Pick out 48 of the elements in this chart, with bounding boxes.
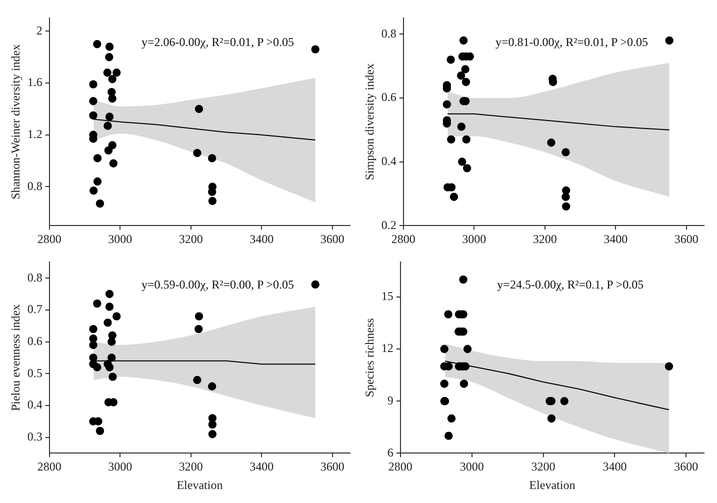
x-tick-label: 2800 [37, 460, 62, 474]
y-tick-label: 0.8 [381, 26, 396, 40]
y-tick-label: 12 [381, 341, 394, 356]
y-tick-label: 2 [36, 23, 42, 38]
x-tick-label: 3200 [531, 460, 556, 474]
y-tick-label: 1.2 [27, 127, 42, 142]
x-tick-label: 3200 [178, 460, 203, 474]
y-tick-label: 9 [387, 393, 394, 408]
x-axis-title: Elevation [529, 478, 576, 492]
y-tick-label: 0.7 [27, 302, 42, 316]
x-tick-label: 3600 [320, 460, 344, 474]
x-tick-label: 3000 [108, 232, 132, 246]
x-axis-title: Elevation [176, 478, 223, 492]
x-tick-label: 3400 [250, 460, 274, 474]
y-tick-label: 0.8 [27, 178, 42, 193]
x-tick-label: 3000 [462, 232, 486, 246]
y-tick-label: 0.2 [381, 218, 396, 232]
x-tick-label: 3600 [674, 232, 698, 246]
y-axis-title: Shannon-Weiner diversity index [8, 44, 22, 200]
x-tick-label: 3000 [108, 460, 132, 474]
x-tick-label: 3400 [604, 232, 628, 246]
annotation: y=2.06-0.00χ, R²=0.01, P >0.05 [142, 35, 294, 50]
annotation: y=24.5-0.00χ, R²=0.1, P >0.05 [497, 277, 644, 292]
x-tick-label: 3200 [178, 232, 203, 246]
y-tick-label: 6 [387, 445, 394, 460]
x-tick-label: 2800 [388, 460, 412, 474]
x-tick-label: 3000 [460, 460, 484, 474]
annotation: y=0.81-0.00χ, R²=0.01, P >0.05 [496, 35, 648, 50]
x-tick-label: 2800 [391, 232, 416, 246]
x-tick-label: 3200 [532, 232, 557, 246]
x-tick-label: 3400 [250, 232, 274, 246]
y-tick-label: 0.8 [27, 270, 42, 284]
y-tick-label: 1.6 [27, 75, 42, 90]
x-tick-label: 3600 [320, 232, 344, 246]
annotation: y=0.59-0.00χ, R²=0.00, P >0.05 [142, 277, 294, 292]
y-tick-label: 0.4 [27, 398, 42, 412]
y-tick-label: 0.5 [27, 366, 42, 380]
y-tick-label: 0.6 [381, 90, 396, 104]
x-tick-label: 3600 [674, 460, 698, 474]
y-axis-title: Species richness [362, 318, 376, 398]
y-axis-title: Pielou evenness index [8, 304, 22, 412]
y-tick-label: 0.6 [27, 334, 42, 348]
y-tick-label: 0.4 [381, 154, 396, 168]
y-tick-label: 0.3 [27, 429, 42, 444]
x-tick-label: 2800 [37, 232, 62, 246]
y-axis-title: Simpson diversity index [362, 64, 376, 180]
y-tick-label: 15 [381, 289, 394, 304]
x-tick-label: 3400 [602, 460, 627, 474]
